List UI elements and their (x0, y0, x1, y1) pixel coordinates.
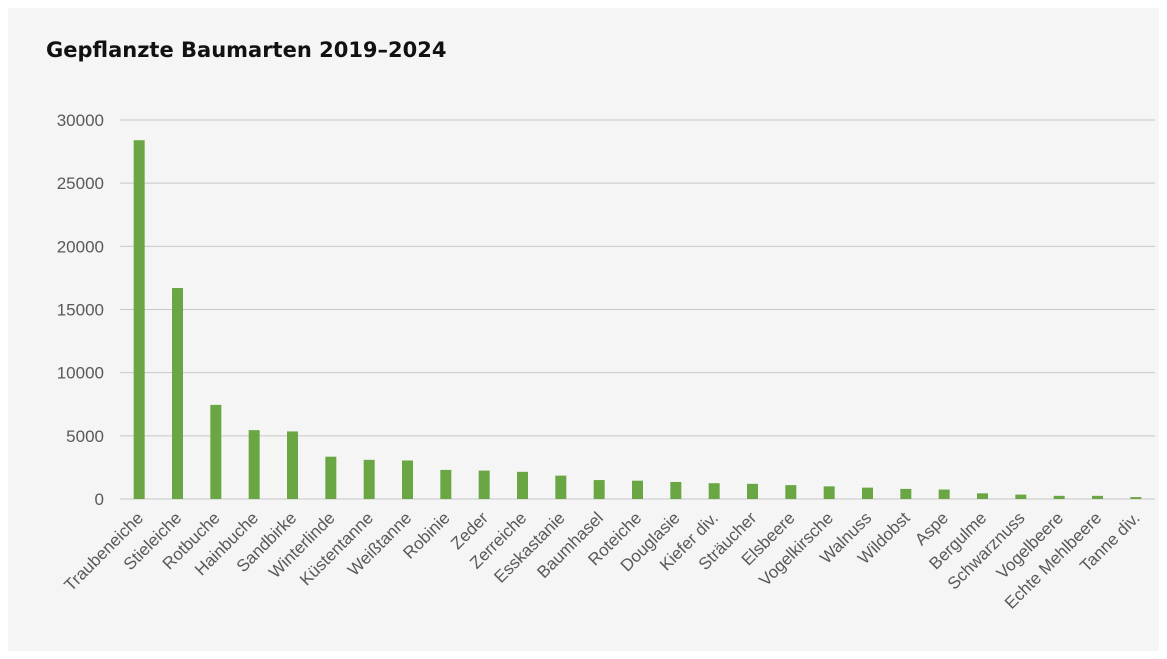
bar (1015, 494, 1027, 499)
chart-card: Gepflanzte Baumarten 2019–2024 (8, 8, 1159, 651)
bar (287, 431, 298, 499)
y-tick-label: 30000 (57, 111, 104, 130)
bars (133, 140, 1142, 500)
bar (785, 485, 797, 499)
chart-title: Gepflanzte Baumarten 2019–2024 (46, 38, 447, 62)
bar (862, 487, 873, 499)
bar (440, 469, 452, 499)
bar (1092, 495, 1103, 499)
bar (363, 459, 375, 499)
y-tick-label: 25000 (57, 174, 104, 193)
bar (210, 404, 222, 499)
bar (478, 470, 490, 499)
bar (938, 489, 950, 499)
bar (670, 481, 682, 499)
bar (977, 493, 988, 499)
bar (900, 488, 912, 499)
y-axis-tick-labels: 0 5000 10000 15000 20000 25000 30000 (57, 111, 104, 509)
bar (248, 430, 260, 499)
bar (747, 483, 758, 499)
bar (402, 460, 413, 499)
gridlines (120, 119, 1155, 500)
y-tick-label: 0 (95, 490, 104, 509)
bar (1130, 497, 1142, 499)
bar (593, 480, 605, 499)
bar (172, 288, 183, 499)
bar (823, 486, 835, 499)
x-axis-category-labels: TraubeneicheStieleicheRotbucheHainbucheS… (60, 508, 1143, 613)
y-tick-label: 5000 (66, 427, 104, 446)
bar (517, 471, 528, 499)
bar (1053, 495, 1065, 499)
y-tick-label: 10000 (57, 364, 104, 383)
y-tick-label: 20000 (57, 237, 104, 256)
bar (632, 480, 643, 499)
bar (555, 475, 567, 499)
y-tick-label: 15000 (57, 301, 104, 320)
bar (133, 140, 145, 500)
bar (708, 483, 720, 499)
bar (325, 456, 337, 499)
